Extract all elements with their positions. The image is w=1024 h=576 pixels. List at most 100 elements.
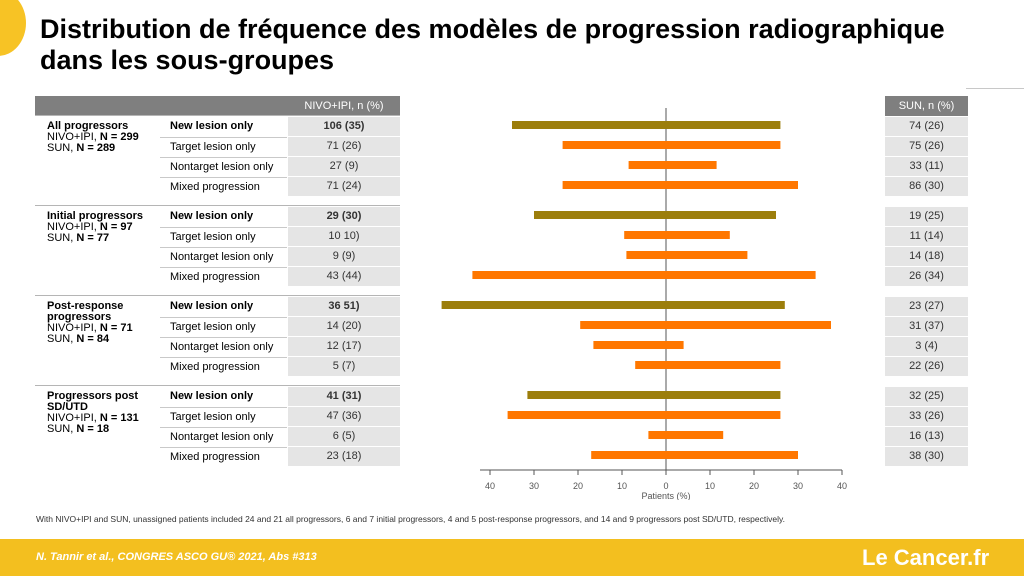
- x-tick-label: 40: [837, 481, 847, 491]
- group-sun-n: SUN, N = 84: [47, 334, 159, 345]
- nivo-n-value: N = 299: [99, 131, 139, 143]
- sun-value: 75 (26): [885, 137, 968, 156]
- group-sun-n: SUN, N = 289: [47, 143, 159, 154]
- bar-nivo: [562, 181, 666, 189]
- group-label: Progressors post SD/UTD NIVO+IPI, N = 131…: [47, 391, 159, 435]
- category-label: New lesion only: [160, 387, 287, 406]
- x-tick-label: 20: [573, 481, 583, 491]
- group-name: Progressors post SD/UTD: [47, 390, 139, 413]
- title-divider: [966, 88, 1024, 89]
- sun-value: 14 (18): [885, 247, 968, 266]
- bar-sun: [666, 321, 831, 329]
- bar-nivo: [648, 431, 666, 439]
- nivo-n-label: NIVO+IPI,: [47, 221, 100, 233]
- bar-nivo: [626, 251, 666, 259]
- x-axis-label: Patients (%): [641, 491, 690, 500]
- sun-n-label: SUN,: [47, 333, 77, 345]
- category-label: Nontarget lesion only: [160, 427, 287, 446]
- sun-value: 19 (25): [885, 207, 968, 226]
- sun-value: 32 (25): [885, 387, 968, 406]
- bar-nivo: [527, 391, 666, 399]
- sun-value: 23 (27): [885, 297, 968, 316]
- category-label: Nontarget lesion only: [160, 247, 287, 266]
- x-tick-label: 20: [749, 481, 759, 491]
- bar-nivo: [635, 361, 666, 369]
- nivo-value: 71 (26): [288, 137, 400, 156]
- x-tick-label: 10: [705, 481, 715, 491]
- group-name: Initial progressors: [47, 210, 143, 222]
- bar-sun: [666, 451, 798, 459]
- sun-n-value: N = 77: [76, 232, 110, 244]
- nivo-value: 71 (24): [288, 177, 400, 196]
- category-label: New lesion only: [160, 297, 287, 316]
- category-label: Nontarget lesion only: [160, 157, 287, 176]
- group-sun-n: SUN, N = 77: [47, 233, 159, 244]
- bar-sun: [666, 251, 748, 259]
- nivo-value: 5 (7): [288, 357, 400, 376]
- x-tick-label: 30: [529, 481, 539, 491]
- bar-sun: [666, 391, 781, 399]
- nivo-value: 9 (9): [288, 247, 400, 266]
- category-label: Mixed progression: [160, 447, 287, 466]
- sun-n-value: N = 289: [76, 142, 116, 154]
- sun-value: 33 (26): [885, 407, 968, 426]
- x-tick-label: 40: [485, 481, 495, 491]
- group-nivo-n: NIVO+IPI, N = 131: [47, 413, 159, 424]
- bar-sun: [666, 301, 785, 309]
- nivo-value: 47 (36): [288, 407, 400, 426]
- group-label: Post-response progressors NIVO+IPI, N = 7…: [47, 301, 159, 345]
- category-label: Target lesion only: [160, 137, 287, 156]
- bar-sun: [666, 181, 798, 189]
- nivo-n-value: N = 97: [99, 221, 133, 233]
- sun-value: 26 (34): [885, 267, 968, 286]
- nivo-value: 23 (18): [288, 447, 400, 466]
- nivo-value: 43 (44): [288, 267, 400, 286]
- bar-nivo: [507, 411, 666, 419]
- group-nivo-n: NIVO+IPI, N = 71: [47, 323, 159, 334]
- category-label: New lesion only: [160, 117, 287, 136]
- bar-sun: [666, 231, 730, 239]
- group-sun-n: SUN, N = 18: [47, 424, 159, 435]
- bar-nivo: [580, 321, 666, 329]
- group-nivo-n: NIVO+IPI, N = 299: [47, 132, 159, 143]
- bar-sun: [666, 431, 724, 439]
- site-logo: Le Cancer.fr: [862, 545, 990, 570]
- sun-value: 33 (11): [885, 157, 968, 176]
- sun-value: 74 (26): [885, 117, 968, 136]
- sun-n-label: SUN,: [47, 142, 77, 154]
- x-tick-label: 30: [793, 481, 803, 491]
- sun-n-label: SUN,: [47, 232, 77, 244]
- group-separator: [35, 295, 400, 296]
- bar-sun: [666, 121, 781, 129]
- nivo-n-label: NIVO+IPI,: [47, 131, 100, 143]
- x-tick-label: 10: [617, 481, 627, 491]
- group-separator: [35, 115, 400, 116]
- page-title: Distribution de fréquence des modèles de…: [40, 14, 945, 75]
- footer-bar: N. Tannir et al., CONGRES ASCO GU® 2021,…: [0, 539, 1024, 576]
- bar-nivo: [624, 231, 666, 239]
- nivo-value: 29 (30): [288, 207, 400, 226]
- citation: N. Tannir et al., CONGRES ASCO GU® 2021,…: [36, 551, 317, 563]
- nivo-value: 14 (20): [288, 317, 400, 336]
- sun-n-value: N = 84: [76, 333, 110, 345]
- bar-nivo: [591, 451, 666, 459]
- group-name: All progressors: [47, 120, 129, 132]
- group-name: Post-response progressors: [47, 300, 124, 323]
- category-label: Mixed progression: [160, 357, 287, 376]
- bar-sun: [666, 411, 781, 419]
- sun-value: 38 (30): [885, 447, 968, 466]
- nivo-value: 41 (31): [288, 387, 400, 406]
- nivo-n-value: N = 131: [99, 412, 139, 424]
- bar-sun: [666, 161, 717, 169]
- group-label: All progressors NIVO+IPI, N = 299 SUN, N =…: [47, 121, 159, 154]
- bar-nivo: [512, 121, 666, 129]
- sun-value: 22 (26): [885, 357, 968, 376]
- group-separator: [35, 205, 400, 206]
- sun-value: 3 (4): [885, 337, 968, 356]
- footnote: With NIVO+IPI and SUN, unassigned patien…: [36, 514, 785, 524]
- bar-nivo: [472, 271, 666, 279]
- bar-nivo: [593, 341, 666, 349]
- category-label: New lesion only: [160, 207, 287, 226]
- category-label: Target lesion only: [160, 317, 287, 336]
- nivo-n-label: NIVO+IPI,: [47, 412, 100, 424]
